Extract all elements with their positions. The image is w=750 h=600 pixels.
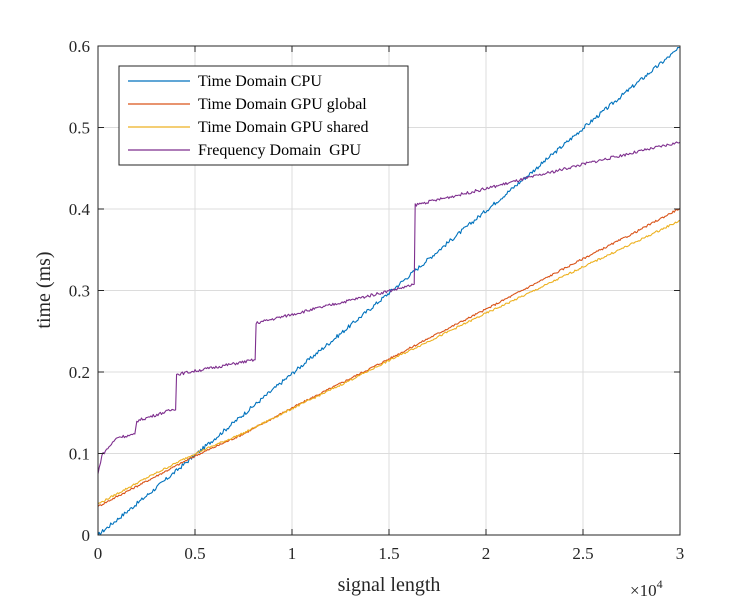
- y-tick-label: 0.5: [69, 119, 90, 138]
- y-tick-label: 0.2: [69, 363, 90, 382]
- legend-entry: Time Domain GPU global: [198, 96, 367, 113]
- x-tick-label: 1.5: [378, 544, 399, 563]
- x-exponent-power: 4: [657, 577, 663, 591]
- y-tick-label: 0.4: [69, 200, 91, 219]
- x-tick-label: 0.5: [184, 544, 205, 563]
- x-tick-label: 2: [482, 544, 491, 563]
- y-tick-label: 0.3: [69, 282, 90, 301]
- legend-entry: Time Domain CPU: [198, 73, 322, 90]
- x-axis-label: signal length: [338, 574, 441, 596]
- legend-entry: Time Domain GPU shared: [198, 119, 369, 136]
- x-tick-label: 3: [676, 544, 685, 563]
- y-axis-label: time (ms): [33, 251, 55, 328]
- svg-text:×104: ×104: [630, 577, 663, 600]
- x-exponent-base: ×10: [630, 581, 657, 600]
- x-tick-label: 0: [94, 544, 103, 563]
- x-axis-exponent: ×104: [630, 577, 663, 600]
- x-tick-label: 2.5: [572, 544, 593, 563]
- y-tick-label: 0: [82, 526, 91, 545]
- legend: Time Domain CPU Time Domain GPU global Tim…: [118, 65, 409, 166]
- legend-entry: Frequency Domain GPU: [198, 142, 362, 159]
- y-tick-label: 0.1: [69, 445, 90, 464]
- series-line: [97, 141, 681, 474]
- y-axis-ticks: 0 0.1 0.2 0.3 0.4 0.5 0.6: [69, 37, 680, 545]
- y-tick-label: 0.6: [69, 37, 90, 56]
- series-line: [97, 207, 681, 507]
- legend-box: [118, 65, 409, 166]
- x-tick-label: 1: [288, 544, 297, 563]
- series-lines: [97, 46, 681, 536]
- x-axis-ticks: 0 0.5 1 1.5 2 2.5 3: [94, 46, 685, 563]
- series-line: [97, 219, 681, 505]
